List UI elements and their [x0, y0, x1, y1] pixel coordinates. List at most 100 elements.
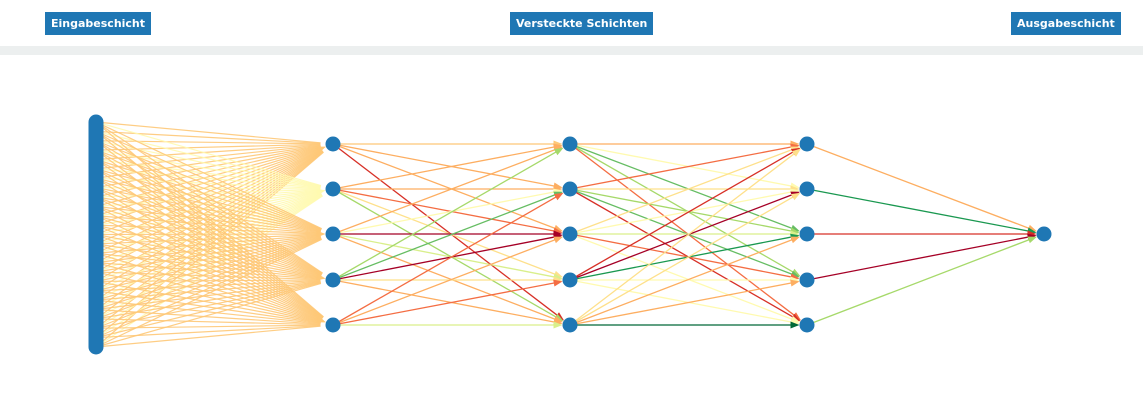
- edge-line: [569, 235, 794, 281]
- input-fan-line: [95, 299, 321, 325]
- edge-arrowhead: [1027, 236, 1037, 244]
- input-fan-line: [95, 121, 322, 187]
- input-fan-line: [95, 194, 323, 311]
- edge-23: [333, 321, 563, 329]
- edge-26: [569, 143, 800, 232]
- edge-38: [569, 233, 800, 323]
- edge-group: [95, 121, 1037, 348]
- input-fan-line: [95, 262, 321, 280]
- input-fan-line: [95, 234, 321, 254]
- hidden-3-node-5: [799, 317, 815, 333]
- edge-21: [332, 236, 563, 326]
- input-fan-line: [95, 205, 323, 320]
- input-fan-line: [95, 243, 322, 322]
- input-fan-line: [95, 147, 322, 236]
- input-fan-line: [95, 224, 322, 321]
- edge-line: [569, 188, 795, 276]
- input-fan-line: [95, 149, 323, 282]
- input-fan-line: [95, 177, 321, 190]
- hidden-1-node-4: [325, 272, 341, 288]
- input-fan-line: [95, 324, 321, 329]
- edge-6: [333, 185, 563, 193]
- edge-line: [569, 188, 796, 319]
- input-fan-line: [95, 262, 322, 323]
- edge-28: [569, 143, 802, 321]
- input-fan-line: [95, 130, 321, 144]
- edge-arrowhead: [553, 192, 564, 201]
- input-fan-line: [95, 235, 321, 282]
- hidden-3-node-2: [799, 181, 815, 197]
- edge-line: [332, 143, 557, 188]
- edge-48: [570, 321, 800, 329]
- edge-16: [332, 191, 563, 281]
- input-fan-line: [95, 147, 322, 217]
- input-fan-line: [95, 233, 322, 322]
- input-fan-line: [95, 159, 324, 319]
- input-fan-line: [95, 148, 322, 254]
- edge-line: [569, 190, 794, 235]
- input-fan-line: [95, 121, 324, 318]
- edge-line: [332, 145, 557, 190]
- hidden-2-node-3: [562, 226, 578, 242]
- input-fan-line: [95, 252, 321, 280]
- edge-line: [332, 279, 557, 324]
- output-layer-label: Ausgabeschicht: [1011, 12, 1121, 35]
- edge-line: [569, 143, 795, 230]
- input-fan-line: [95, 187, 321, 190]
- input-fan-line: [95, 145, 321, 179]
- edge-arrowhead: [553, 236, 563, 244]
- edge-line: [332, 233, 557, 279]
- input-fan-line: [95, 193, 322, 301]
- input-fan-line: [95, 149, 324, 319]
- edge-line: [569, 143, 796, 274]
- input-fan-line: [95, 140, 324, 318]
- edge-24: [570, 140, 800, 148]
- edge-line: [332, 188, 557, 233]
- input-fan-line: [95, 196, 323, 320]
- edge-line: [569, 279, 794, 324]
- edge-53: [806, 236, 1037, 326]
- hidden-3-node-4: [799, 272, 815, 288]
- edge-arrowhead: [790, 236, 800, 244]
- input-fan-line: [95, 236, 322, 301]
- edge-line: [569, 281, 794, 326]
- input-fan-line: [95, 325, 321, 348]
- input-fan-line: [95, 190, 321, 226]
- input-fan-line: [95, 168, 321, 189]
- input-fan-line: [95, 158, 321, 189]
- input-fan-line: [95, 224, 321, 235]
- input-fan-line: [95, 168, 323, 319]
- input-fan-arrowhead: [316, 188, 326, 196]
- hidden-1-node-2: [325, 181, 341, 197]
- input-fan-line: [95, 121, 323, 274]
- input-fan-line: [95, 121, 322, 230]
- input-fan-line: [95, 205, 322, 277]
- edge-line: [332, 238, 558, 326]
- input-fan-line: [95, 189, 321, 207]
- edge-arrowhead: [790, 321, 800, 329]
- edge-line: [332, 143, 560, 318]
- input-fan-line: [95, 150, 323, 292]
- input-fan-line: [95, 194, 323, 320]
- input-fan-line: [95, 146, 322, 207]
- input-fan-line: [95, 188, 321, 198]
- edge-14: [332, 233, 563, 323]
- edge-arrowhead: [790, 279, 800, 287]
- input-fan-arrowhead: [316, 273, 326, 281]
- edge-line: [332, 195, 559, 326]
- input-fan-arrowhead: [316, 315, 326, 323]
- edge-line: [569, 143, 794, 188]
- input-fan-line: [95, 190, 321, 236]
- input-fan-line: [95, 177, 322, 276]
- input-fan-line: [95, 148, 322, 245]
- hidden-2-node-4: [562, 272, 578, 288]
- edge-line: [569, 151, 797, 326]
- hidden-layers-label: Versteckte Schichten: [510, 12, 654, 35]
- input-fan-line: [95, 193, 322, 292]
- edge-46: [569, 236, 800, 326]
- edge-1: [333, 140, 563, 148]
- edge-20: [332, 192, 564, 326]
- edge-line: [569, 238, 795, 326]
- edge-32: [569, 188, 800, 278]
